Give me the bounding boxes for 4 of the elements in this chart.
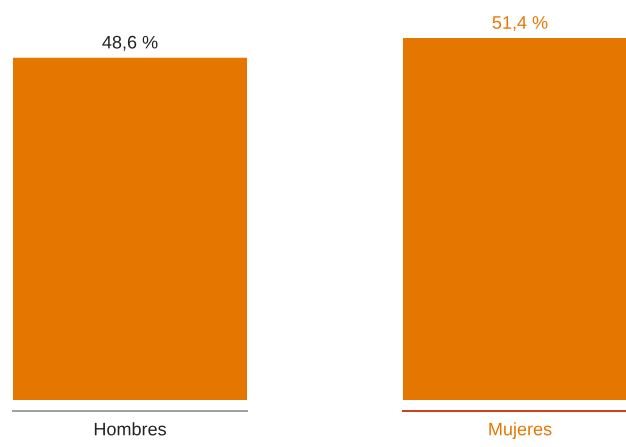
data-label: 48,6 % xyxy=(102,36,158,51)
x-tick-label: Hombres xyxy=(94,422,166,436)
data-label: 51,4 % xyxy=(492,16,548,32)
x-tick-label: Mujeres xyxy=(489,422,552,440)
